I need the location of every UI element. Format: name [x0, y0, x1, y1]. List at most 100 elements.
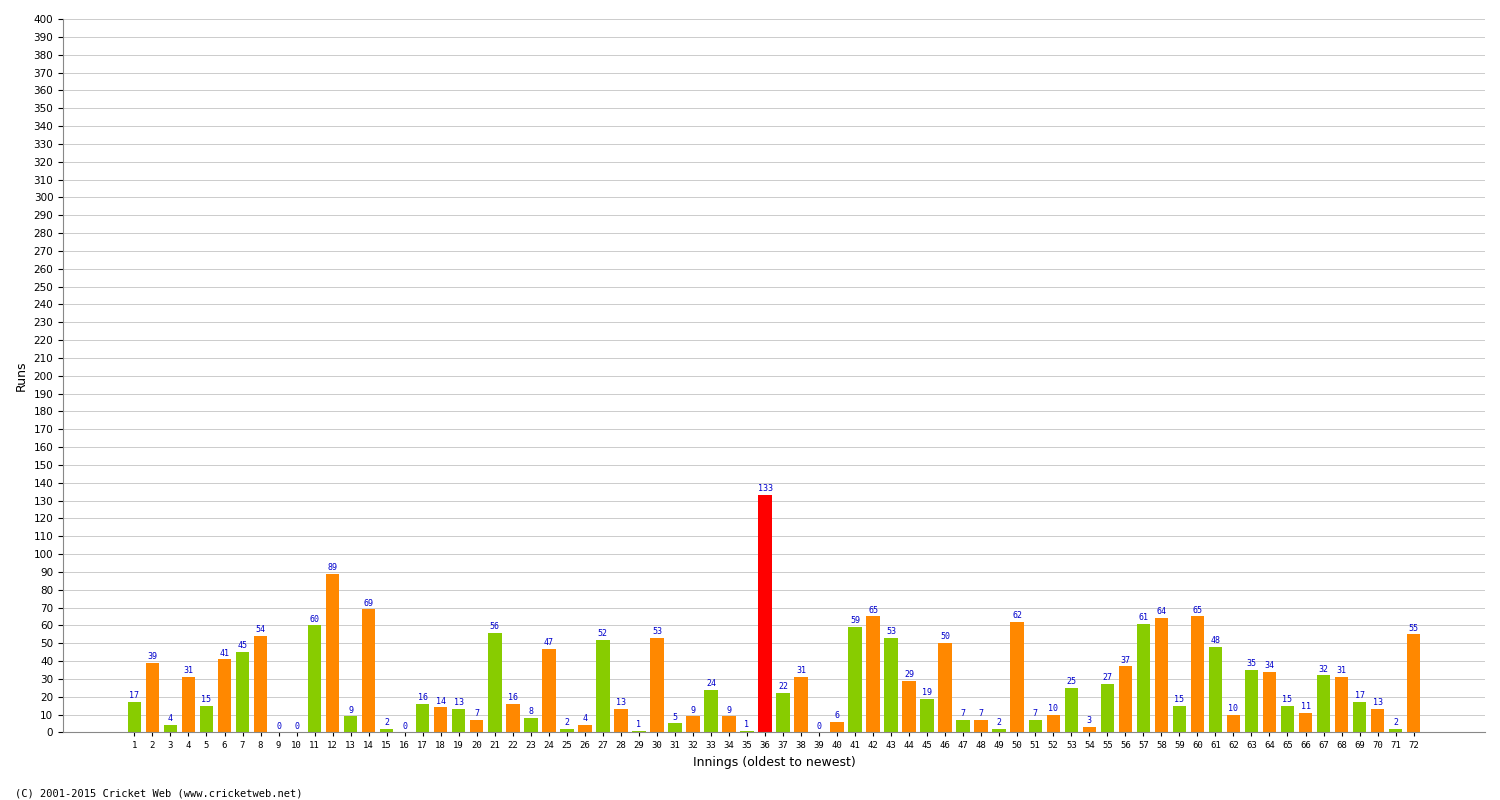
Text: 53: 53	[652, 627, 662, 636]
Bar	[506, 704, 519, 733]
Text: 54: 54	[255, 626, 266, 634]
Text: 10: 10	[1048, 704, 1059, 713]
Text: 61: 61	[1138, 613, 1149, 622]
Bar	[236, 652, 249, 733]
Text: 4: 4	[168, 714, 172, 723]
Bar	[578, 726, 591, 733]
Bar	[596, 640, 609, 733]
Text: 59: 59	[850, 617, 859, 626]
Text: 0: 0	[294, 722, 298, 730]
Bar	[1065, 688, 1078, 733]
Bar	[1029, 720, 1042, 733]
Text: (C) 2001-2015 Cricket Web (www.cricketweb.net): (C) 2001-2015 Cricket Web (www.cricketwe…	[15, 788, 303, 798]
Text: 60: 60	[309, 614, 320, 624]
Text: 15: 15	[1174, 695, 1185, 704]
Bar	[1047, 714, 1060, 733]
Bar	[1209, 647, 1222, 733]
Bar	[1191, 617, 1204, 733]
Bar	[344, 716, 357, 733]
Text: 31: 31	[1336, 666, 1347, 675]
Bar	[452, 710, 465, 733]
Bar	[164, 726, 177, 733]
Bar	[975, 720, 988, 733]
Text: 2: 2	[1394, 718, 1398, 727]
Text: 24: 24	[706, 679, 716, 688]
Text: 64: 64	[1156, 607, 1167, 617]
Bar	[128, 702, 141, 733]
Text: 45: 45	[237, 642, 248, 650]
Bar	[254, 636, 267, 733]
Text: 27: 27	[1102, 674, 1113, 682]
Bar	[380, 729, 393, 733]
Text: 52: 52	[598, 629, 608, 638]
Text: 15: 15	[201, 695, 211, 704]
Text: 7: 7	[978, 709, 984, 718]
Text: 31: 31	[183, 666, 194, 675]
Text: 16: 16	[417, 693, 428, 702]
Bar	[758, 495, 772, 733]
Text: 39: 39	[147, 652, 158, 661]
Bar	[1299, 713, 1312, 733]
Text: 25: 25	[1066, 677, 1077, 686]
Bar	[1227, 714, 1240, 733]
Bar	[560, 729, 573, 733]
Bar	[1011, 622, 1025, 733]
Text: 9: 9	[690, 706, 696, 714]
Bar	[795, 677, 808, 733]
Y-axis label: Runs: Runs	[15, 361, 28, 391]
Bar	[921, 698, 934, 733]
Text: 89: 89	[327, 563, 338, 572]
Text: 15: 15	[1282, 695, 1293, 704]
Bar	[308, 626, 321, 733]
Bar	[1335, 677, 1348, 733]
Bar	[416, 704, 429, 733]
Text: 56: 56	[490, 622, 500, 630]
Bar	[1281, 706, 1294, 733]
Text: 9: 9	[726, 706, 732, 714]
Bar	[885, 638, 898, 733]
Text: 3: 3	[1088, 716, 1092, 726]
Bar	[722, 716, 735, 733]
Text: 62: 62	[1013, 611, 1022, 620]
Text: 19: 19	[922, 688, 932, 697]
Bar	[1083, 727, 1096, 733]
Text: 2: 2	[996, 718, 1002, 727]
Text: 14: 14	[435, 697, 445, 706]
Bar	[182, 677, 195, 733]
Text: 55: 55	[1408, 623, 1419, 633]
Bar	[957, 720, 970, 733]
Bar	[704, 690, 717, 733]
Text: 50: 50	[940, 633, 950, 642]
Bar	[1371, 710, 1384, 733]
Bar	[470, 720, 483, 733]
Text: 37: 37	[1120, 656, 1131, 665]
Text: 65: 65	[868, 606, 877, 614]
Text: 34: 34	[1264, 661, 1275, 670]
Bar	[217, 659, 231, 733]
Text: 48: 48	[1210, 636, 1221, 645]
Text: 29: 29	[904, 670, 914, 679]
Bar	[867, 617, 880, 733]
Text: 13: 13	[616, 698, 626, 707]
Bar	[1137, 624, 1150, 733]
Bar	[1119, 666, 1132, 733]
Text: 6: 6	[834, 711, 840, 720]
Text: 7: 7	[1034, 709, 1038, 718]
Bar	[686, 716, 699, 733]
Text: 7: 7	[960, 709, 966, 718]
Text: 8: 8	[528, 707, 534, 716]
Text: 13: 13	[1372, 698, 1383, 707]
Text: 31: 31	[796, 666, 806, 675]
Text: 2: 2	[384, 718, 388, 727]
Bar	[993, 729, 1006, 733]
Text: 4: 4	[582, 714, 588, 723]
Bar	[1389, 729, 1402, 733]
Bar	[831, 722, 844, 733]
Bar	[524, 718, 537, 733]
Text: 69: 69	[363, 598, 374, 607]
Text: 65: 65	[1192, 606, 1203, 614]
Bar	[777, 693, 790, 733]
Text: 17: 17	[1354, 691, 1365, 700]
Text: 32: 32	[1318, 665, 1329, 674]
Bar	[632, 730, 645, 733]
